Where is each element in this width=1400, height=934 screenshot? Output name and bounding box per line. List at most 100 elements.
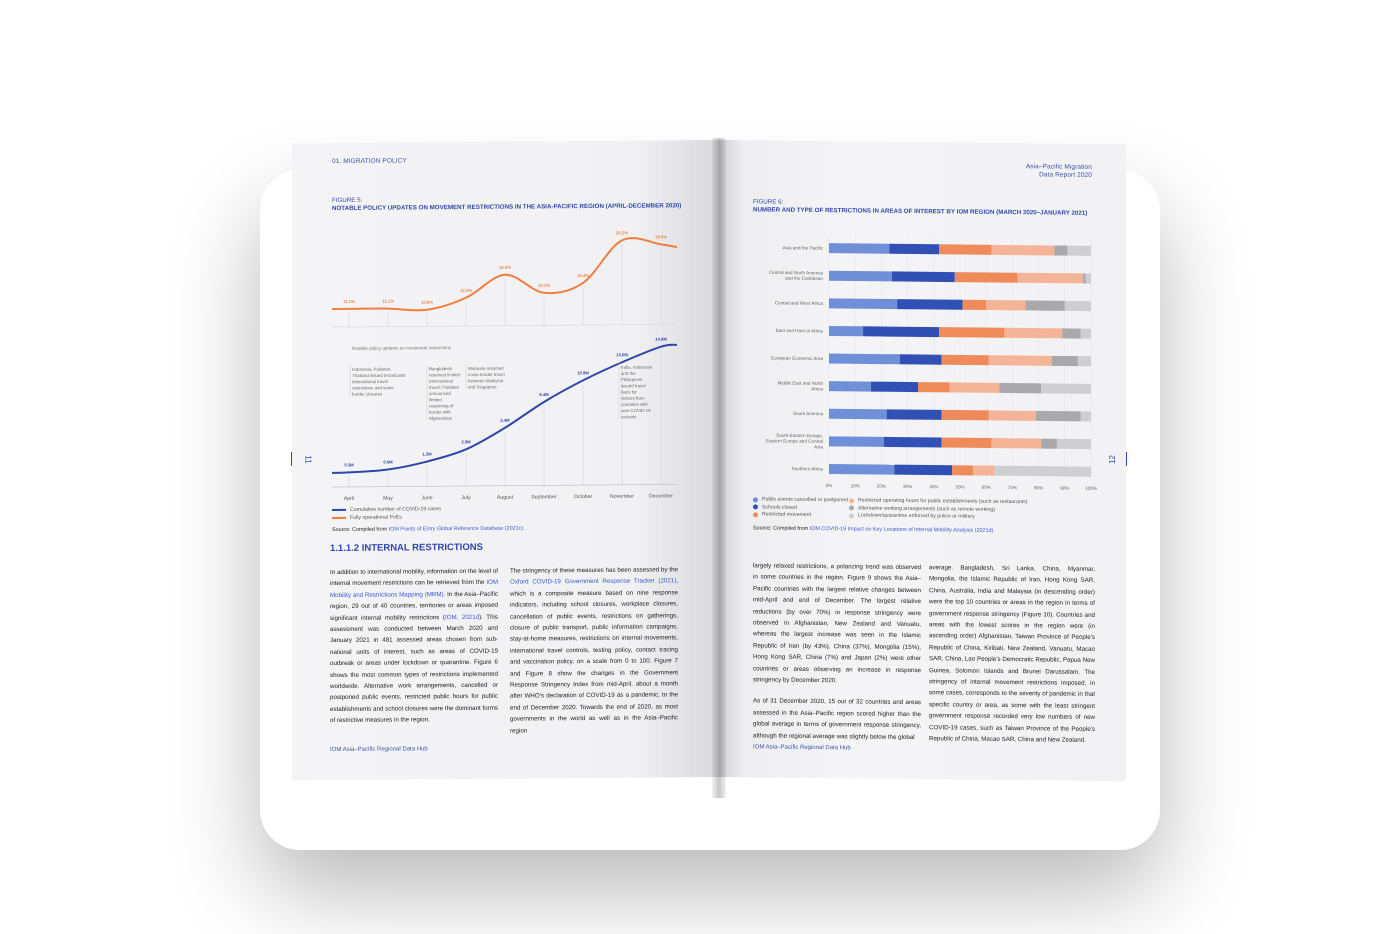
x-tick-label: 50% — [955, 484, 964, 489]
annotation-text: India, Indonesia and the Philippines issued… — [621, 365, 653, 420]
bar-segment — [1017, 272, 1084, 284]
bar-segment — [954, 272, 1018, 283]
bar-segment — [829, 381, 871, 392]
source-link[interactable]: IOM COVID-19 Impact on Key Locations of … — [809, 525, 995, 534]
data-label-poes: 12.5% — [460, 288, 472, 293]
right-page: Asia–Pacific Migration Data Report 2020 … — [719, 140, 1126, 782]
category-label-line: Asia and the Pacific — [783, 245, 824, 250]
report-header-line-2: Data Report 2020 — [1039, 171, 1092, 179]
category-label-line: Central and North America — [769, 270, 824, 276]
section-header: 01. MIGRATION POLICY — [332, 157, 407, 166]
paragraph-2: As of 31 December 2020, 15 out of 32 cou… — [753, 697, 921, 741]
annotation-line: India, Indonesia — [621, 365, 653, 370]
annotation-line: travel; Pakistan — [429, 385, 460, 390]
x-tick-label: 40% — [929, 484, 938, 489]
annotation-line: bans for — [621, 389, 637, 394]
annotation-line: and the — [621, 371, 636, 376]
bar-segment — [829, 325, 864, 337]
bar-segment — [1062, 328, 1081, 339]
annotation-header: Notable policy updates on movement restr… — [352, 345, 452, 351]
bar-segment — [1064, 300, 1091, 312]
x-tick-label: 30% — [903, 484, 912, 489]
category-label-line: East and Horn of Africa — [776, 328, 824, 333]
x-tick-label: 80% — [1034, 485, 1043, 490]
legend-dot — [849, 505, 854, 511]
body-column-1: largely relaxed restrictions, a polarizi… — [753, 560, 921, 743]
annotation-line: visitors from — [621, 396, 645, 401]
category-label-line: Asia — [814, 444, 823, 449]
x-tick-label: 100% — [1085, 486, 1097, 491]
x-tick-label: 10% — [851, 483, 860, 488]
bar-segment — [991, 438, 1042, 449]
annotation-text: Malaysia resumed cross-border travel betwe… — [468, 366, 505, 390]
bar-segment — [829, 463, 895, 475]
source-prefix: Source: Compiled from — [332, 526, 389, 534]
footer: IOM Asia–Pacific Regional Data Hub — [330, 746, 428, 754]
data-label-cases: 0.3M — [344, 462, 354, 467]
x-tick-label: 70% — [1008, 485, 1017, 490]
annotation-line: announced — [429, 391, 451, 396]
bar-segment — [939, 327, 1005, 338]
bar-segment — [1035, 410, 1081, 422]
body-column-2: average. Bangladesh, Sri Lanka, China, M… — [929, 564, 1095, 744]
footer: IOM Asia–Pacific Regional Data Hub — [753, 744, 851, 752]
x-tick-label: 0% — [826, 483, 833, 488]
bar-legend: Public events cancelled or postponed Scho… — [753, 496, 1113, 524]
x-tick-label: July — [461, 495, 471, 501]
x-tick-label: May — [383, 496, 393, 502]
report-header-line-1: Asia–Pacific Migration — [1025, 163, 1092, 171]
bar-segment — [891, 271, 955, 283]
data-label-cases: 5.4M — [500, 418, 510, 423]
category-label-line: and the Caribbean — [785, 276, 823, 281]
annotation-line: resumed limited — [429, 372, 461, 377]
legend-swatch-poes — [332, 516, 346, 520]
bar-segment — [870, 381, 919, 393]
annotation-text: Indonesia, Pakistan, Thailand issued broa… — [352, 366, 406, 396]
category-label: Asia and the Pacific — [783, 245, 824, 250]
bar-segment — [886, 409, 942, 420]
bar-segment — [962, 299, 987, 310]
bar-segment — [1077, 356, 1091, 367]
bar-segment — [1054, 245, 1068, 256]
inline-link[interactable]: IOM, 2021d — [444, 613, 480, 621]
data-label-cases: 10.9M — [577, 370, 589, 375]
x-tick-label: June — [421, 495, 432, 501]
legend-label: Restricted movement — [762, 511, 812, 518]
text-run: The stringency of these measures has bee… — [510, 566, 678, 575]
data-label-cases: 8.4M — [539, 392, 549, 397]
annotation-line: issued travel — [621, 383, 646, 388]
annotation-line: Afghanistan — [429, 416, 453, 421]
data-label-poes: 15.6% — [499, 265, 511, 270]
category-label: Central and West Africa — [775, 300, 824, 306]
bar-segment — [1083, 273, 1086, 284]
category-label: East and Horn of Africa — [776, 328, 824, 333]
source-link[interactable]: IOM Points of Entry Global Reference Dat… — [388, 525, 525, 533]
x-tick-label: December — [649, 493, 673, 499]
bar-segment — [1041, 438, 1057, 449]
annotation-line: reopening of — [429, 403, 454, 408]
figure-source: Source: Compiled from IOM COVID-19 Impac… — [753, 525, 995, 534]
legend-item: Restricted movement — [753, 511, 811, 518]
data-label-poes: 19.6% — [655, 234, 667, 239]
annotation-line: border with — [429, 410, 451, 415]
x-tick-label: August — [497, 495, 514, 501]
bar-segment — [897, 299, 963, 310]
legend-label-cases: Cumulative number of COVID-19 cases — [350, 506, 442, 513]
data-label-cases: 13.0M — [616, 352, 628, 357]
data-label-poes: 11.1% — [343, 299, 355, 304]
x-tick-label: September — [531, 494, 557, 500]
bar-segment — [1041, 383, 1091, 394]
bar-segment — [863, 326, 940, 338]
figure-label: FIGURE 5: — [332, 196, 363, 205]
x-tick-label: October — [574, 494, 593, 500]
x-tick-label: 90% — [1060, 486, 1069, 491]
body-column-1: In addition to international mobility, i… — [330, 566, 498, 727]
annotation-line: and Singapore — [468, 384, 497, 389]
legend-dot — [849, 512, 854, 518]
bar-segment — [988, 410, 1036, 421]
bar-segment — [918, 382, 950, 393]
annotation-line: limited — [429, 397, 442, 402]
panel-divider — [332, 324, 677, 328]
inline-link[interactable]: Oxford COVID-19 Government Response Trac… — [510, 577, 677, 587]
line-chart: 11.1% 11.1% 10.9% 12.5% 15.6% 13.1% 14.4% 20.2%… — [331, 230, 678, 502]
